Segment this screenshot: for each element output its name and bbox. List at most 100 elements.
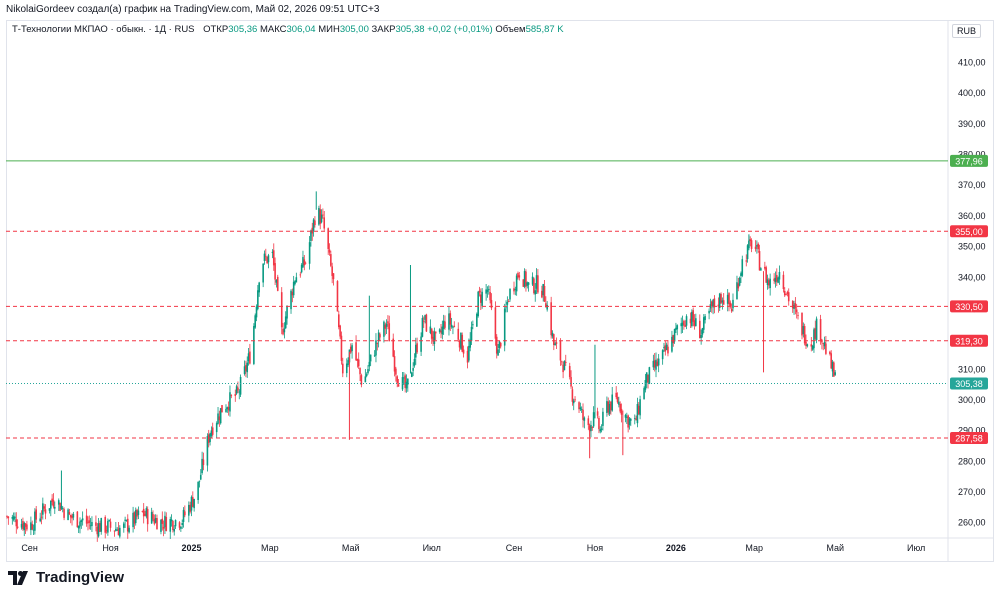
candle-body bbox=[302, 257, 304, 268]
candle-body bbox=[626, 416, 628, 418]
candle-body bbox=[35, 509, 37, 520]
candle-body bbox=[201, 458, 203, 474]
candle-body bbox=[636, 404, 639, 424]
candle-body bbox=[219, 408, 222, 424]
candle-body bbox=[457, 328, 460, 340]
candle-body bbox=[91, 521, 93, 527]
candle-body bbox=[685, 316, 688, 326]
candle-body bbox=[606, 401, 608, 413]
candle-body bbox=[704, 316, 706, 321]
candle-body bbox=[230, 395, 233, 397]
candle-body bbox=[393, 356, 396, 372]
candle-body bbox=[775, 274, 778, 282]
candle-body bbox=[648, 367, 651, 384]
candle-body bbox=[412, 368, 414, 371]
level-badge-305,38 bbox=[950, 377, 988, 390]
candle-body bbox=[32, 529, 35, 531]
candle-body bbox=[49, 500, 52, 509]
candle-body bbox=[768, 280, 770, 286]
candle-body bbox=[619, 403, 621, 412]
candle-body bbox=[757, 243, 760, 250]
candle-body bbox=[150, 511, 153, 524]
candle-body bbox=[546, 304, 548, 310]
candle-body bbox=[303, 259, 306, 266]
candle-body bbox=[215, 423, 218, 433]
candle-body bbox=[815, 318, 818, 340]
candle-body bbox=[7, 516, 10, 519]
candle-body bbox=[550, 302, 552, 336]
candle-body bbox=[339, 325, 341, 337]
candle-body bbox=[564, 361, 567, 363]
candle-body bbox=[448, 313, 450, 330]
tradingview-logo: TradingView bbox=[8, 569, 124, 586]
candle-body bbox=[80, 520, 83, 522]
x-tick-label: Июл bbox=[907, 543, 925, 553]
candle-body bbox=[365, 374, 368, 377]
candle-body bbox=[574, 399, 576, 401]
candle-body bbox=[357, 359, 360, 367]
candle-body bbox=[691, 311, 693, 327]
candle-body bbox=[367, 369, 369, 374]
candle-body bbox=[379, 334, 381, 338]
candle-body bbox=[99, 523, 101, 532]
candle-body bbox=[411, 372, 413, 378]
candle-body bbox=[533, 278, 535, 294]
candle-body bbox=[485, 289, 487, 294]
candle-body bbox=[663, 347, 665, 348]
candle-body bbox=[280, 292, 283, 328]
candle-body bbox=[152, 514, 154, 520]
candle-body bbox=[210, 430, 213, 437]
candle-body bbox=[15, 519, 18, 527]
candle-body bbox=[486, 289, 489, 292]
candle-body bbox=[720, 294, 722, 304]
candle-body bbox=[108, 520, 110, 521]
candle-body bbox=[336, 281, 339, 312]
candle-body bbox=[24, 523, 27, 527]
candle-body bbox=[709, 304, 712, 309]
candle-body bbox=[785, 294, 787, 295]
candle-body bbox=[85, 515, 88, 524]
candle-body bbox=[88, 520, 91, 523]
candle-body bbox=[717, 304, 720, 307]
level-badge-330,50 bbox=[950, 300, 988, 313]
candle-body bbox=[42, 503, 44, 515]
candle-body bbox=[169, 519, 172, 532]
candle-body bbox=[97, 523, 100, 537]
candle-body bbox=[310, 230, 312, 242]
candle-body bbox=[461, 334, 464, 352]
candle-body bbox=[180, 526, 182, 529]
candle-body bbox=[369, 354, 372, 362]
candle-body bbox=[284, 316, 287, 329]
y-tick-label: 260,00 bbox=[958, 518, 986, 528]
candle-body bbox=[699, 320, 701, 339]
x-tick-label: Май bbox=[826, 543, 844, 553]
candle-body bbox=[258, 282, 260, 293]
candle-body bbox=[330, 254, 332, 266]
candle-body bbox=[276, 276, 279, 291]
candle-body bbox=[153, 518, 156, 524]
legend-symbol[interactable]: Т-Технологии МКПАО · обыкн. · 1Д · RUS bbox=[12, 24, 195, 35]
candle-body bbox=[359, 368, 361, 375]
legend-high-value: 306,04 bbox=[286, 24, 316, 35]
candle-body bbox=[71, 515, 73, 519]
candle-body bbox=[803, 326, 806, 344]
candle-body bbox=[738, 277, 741, 286]
candle-body bbox=[44, 509, 47, 514]
candle-body bbox=[545, 303, 547, 308]
candle-body bbox=[430, 328, 433, 339]
candle-body bbox=[478, 290, 481, 293]
candle-body bbox=[105, 530, 108, 532]
candle-body bbox=[514, 289, 517, 290]
level-badge-355,00 bbox=[950, 225, 988, 238]
candle-body bbox=[387, 321, 389, 324]
currency-badge[interactable]: RUB bbox=[952, 24, 982, 38]
candle-body bbox=[14, 516, 16, 519]
y-tick-label: 310,00 bbox=[958, 364, 986, 374]
candle-body bbox=[376, 343, 379, 344]
candle-body bbox=[323, 217, 326, 229]
candle-body bbox=[31, 524, 34, 530]
candle-body bbox=[551, 332, 554, 337]
y-tick-label: 340,00 bbox=[958, 272, 986, 282]
candle-body bbox=[266, 256, 268, 264]
